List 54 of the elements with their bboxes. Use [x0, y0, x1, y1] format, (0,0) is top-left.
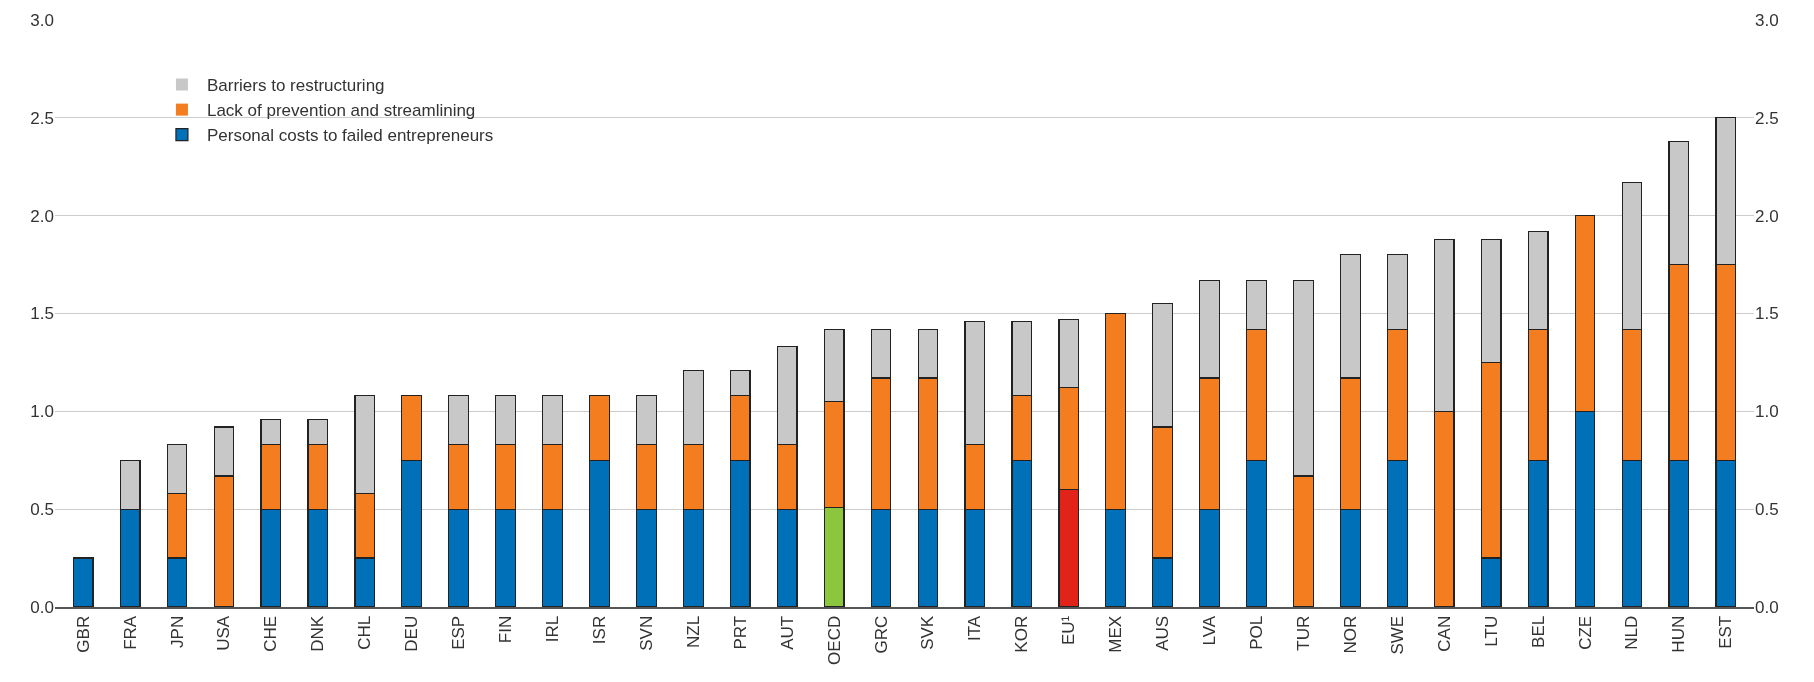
bar: [72, 557, 94, 607]
x-tick-label: TUR: [1293, 615, 1313, 651]
x-tick-label: USA: [214, 615, 234, 651]
x-tick-label: DEU: [402, 615, 422, 652]
y2-tick-label: 0.0: [1755, 597, 1779, 617]
x-tick-label: JPN: [167, 615, 187, 648]
legend-label: Lack of prevention and streamlining: [206, 101, 476, 121]
x-tick-label: ITA: [965, 615, 985, 641]
y-tick-label: 3.0: [30, 10, 54, 30]
x-tick-label: DNK: [308, 615, 328, 652]
x-tick-label: FIN: [496, 615, 516, 644]
x-tick-label: CHE: [261, 615, 281, 652]
x-tick-label: NLD: [1622, 615, 1642, 650]
x-tick-label: EU¹: [1059, 615, 1079, 646]
y-tick-label: 2.0: [30, 206, 54, 226]
x-tick-label: SWE: [1387, 615, 1407, 655]
x-tick-label: LTU: [1481, 615, 1501, 647]
x-tick-label: IRL: [543, 615, 563, 643]
x-tick-label: GBR: [73, 615, 93, 653]
x-tick-label: GRC: [871, 615, 891, 654]
x-tick-label: LVA: [1200, 615, 1220, 646]
x-tick-label: HUN: [1669, 615, 1689, 653]
y-tick-label: 2.5: [30, 108, 54, 128]
legend-label: Barriers to restructuring: [206, 76, 385, 96]
x-tick-label: ESP: [449, 615, 469, 650]
y-tick-label: 0.5: [30, 500, 54, 520]
x-tick-label: KOR: [1012, 615, 1032, 653]
x-tick-label: AUS: [1153, 615, 1173, 651]
x-tick-label: NZL: [683, 615, 703, 648]
x-tick-label: CZE: [1575, 615, 1595, 650]
x-tick-label: POL: [1247, 615, 1267, 650]
x-tick-label: BEL: [1528, 615, 1548, 648]
x-tick-label: SVK: [918, 615, 938, 650]
x-tick-label: SVN: [636, 615, 656, 651]
y2-tick-label: 2.0: [1755, 206, 1779, 226]
y2-tick-label: 1.0: [1755, 402, 1779, 422]
y2-tick-label: 2.5: [1755, 108, 1779, 128]
x-tick-label: ISR: [589, 615, 609, 645]
x-tick-label: CAN: [1434, 615, 1454, 652]
y-tick-label: 1.0: [30, 402, 54, 422]
x-tick-label: NOR: [1340, 615, 1360, 654]
x-tick-label: OECD: [824, 615, 844, 665]
y2-tick-label: 1.5: [1755, 304, 1779, 324]
y-tick-label: 0.0: [30, 597, 54, 617]
y2-tick-label: 3.0: [1755, 10, 1779, 30]
y-tick-label: 1.5: [30, 304, 54, 324]
legend-label: Personal costs to failed entrepreneurs: [206, 126, 494, 146]
x-tick-label: AUT: [777, 615, 797, 650]
x-tick-label: FRA: [120, 615, 140, 650]
x-tick-label: EST: [1716, 615, 1736, 649]
x-tick-label: PRT: [730, 615, 750, 650]
x-tick-label: MEX: [1106, 615, 1126, 653]
x-tick-label: CHL: [355, 615, 375, 650]
y2-tick-label: 0.5: [1755, 500, 1779, 520]
